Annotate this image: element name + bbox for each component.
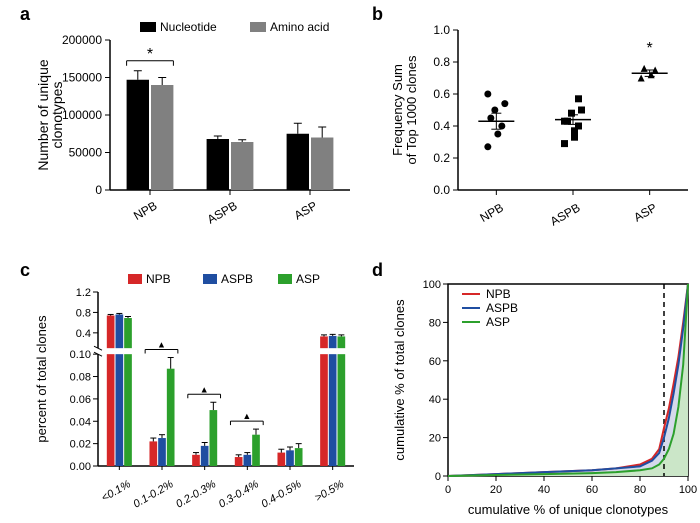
svg-text:0.4: 0.4	[433, 119, 450, 133]
figure: a b c d 050000100000150000200000Number o…	[0, 0, 700, 523]
svg-text:ASP: ASP	[296, 272, 320, 286]
panel-b-chart: 0.0 0.2 0.4 0.6 0.8 1.0 Frequency Sumof Top 10…	[388, 10, 698, 240]
svg-text:NPB: NPB	[131, 198, 159, 222]
svg-text:>0.5%: >0.5%	[313, 478, 346, 504]
svg-text:60: 60	[586, 484, 598, 496]
svg-text:0.10: 0.10	[70, 349, 91, 361]
svg-text:60: 60	[429, 356, 441, 368]
svg-text:NPB: NPB	[146, 272, 171, 286]
svg-text:50000: 50000	[69, 146, 103, 160]
svg-text:100: 100	[423, 279, 441, 291]
svg-text:0.8: 0.8	[76, 307, 91, 319]
svg-text:0: 0	[435, 471, 441, 483]
panel-d-chart: 0 20 40 60 80 100 0 20 40 60 80 100 cumulative % of …	[388, 266, 698, 522]
svg-text:cumulative % of total clones: cumulative % of total clones	[392, 299, 407, 461]
svg-text:1.0: 1.0	[433, 23, 450, 37]
svg-text:ASP: ASP	[631, 200, 659, 224]
svg-text:0.4-0.5%: 0.4-0.5%	[259, 478, 303, 511]
panel-c-chart: 0.00 0.02 0.04 0.06 0.08 0.10 0.4 0.8 1.2 percent…	[30, 266, 360, 522]
svg-text:0: 0	[445, 484, 451, 496]
svg-text:Frequency Sum: Frequency Sum	[390, 64, 405, 156]
svg-text:▲: ▲	[157, 340, 166, 350]
svg-text:0.8: 0.8	[433, 55, 450, 69]
svg-text:clonotypes: clonotypes	[49, 82, 65, 149]
svg-text:ASPB: ASPB	[548, 200, 583, 228]
svg-text:ASPB: ASPB	[221, 272, 253, 286]
svg-text:0.04: 0.04	[70, 416, 91, 428]
svg-text:20: 20	[429, 433, 441, 445]
svg-text:0.00: 0.00	[70, 461, 91, 473]
svg-text:40: 40	[538, 484, 550, 496]
svg-text:0.0: 0.0	[433, 183, 450, 197]
svg-text:ASP: ASP	[292, 198, 320, 222]
svg-text:percent of total clones: percent of total clones	[34, 315, 49, 443]
svg-text:cumulative % of unique clonoty: cumulative % of unique clonotypes	[468, 502, 669, 517]
svg-text:0.08: 0.08	[70, 372, 91, 384]
svg-text:0.02: 0.02	[70, 439, 91, 451]
panel-label-b: b	[372, 4, 383, 25]
svg-text:0.1-0.2%: 0.1-0.2%	[131, 478, 175, 511]
svg-text:0.06: 0.06	[70, 394, 91, 406]
svg-text:40: 40	[429, 394, 441, 406]
panel-label-c: c	[20, 260, 30, 281]
svg-text:of Top 1000 clones: of Top 1000 clones	[404, 55, 419, 164]
panel-label-d: d	[372, 260, 383, 281]
svg-text:100: 100	[679, 484, 697, 496]
panel-label-a: a	[20, 4, 30, 25]
svg-text:0.6: 0.6	[433, 87, 450, 101]
svg-text:*: *	[647, 40, 653, 57]
svg-text:0.3-0.4%: 0.3-0.4%	[217, 478, 261, 511]
svg-text:0.2-0.3%: 0.2-0.3%	[174, 478, 218, 511]
svg-text:▲: ▲	[242, 411, 251, 421]
svg-text:80: 80	[634, 484, 646, 496]
svg-text:150000: 150000	[62, 71, 102, 85]
svg-text:Amino acid: Amino acid	[270, 20, 329, 34]
svg-text:0.2: 0.2	[433, 151, 450, 165]
svg-text:0: 0	[95, 183, 102, 197]
svg-text:20: 20	[490, 484, 502, 496]
svg-text:NPB: NPB	[486, 287, 511, 301]
svg-text:*: *	[147, 46, 153, 63]
svg-text:ASPB: ASPB	[486, 301, 518, 315]
svg-text:200000: 200000	[62, 33, 102, 47]
svg-text:ASP: ASP	[486, 315, 510, 329]
svg-text:NPB: NPB	[477, 200, 505, 224]
svg-text:0.4: 0.4	[76, 328, 91, 340]
svg-text:100000: 100000	[62, 108, 102, 122]
panel-a-chart: 050000100000150000200000Number of unique…	[30, 10, 360, 240]
svg-text:80: 80	[429, 317, 441, 329]
svg-text:▲: ▲	[200, 384, 209, 394]
svg-text:1.2: 1.2	[76, 287, 91, 299]
svg-text:<0.1%: <0.1%	[100, 478, 133, 504]
svg-text:ASPB: ASPB	[205, 198, 240, 226]
svg-text:Nucleotide: Nucleotide	[160, 20, 217, 34]
